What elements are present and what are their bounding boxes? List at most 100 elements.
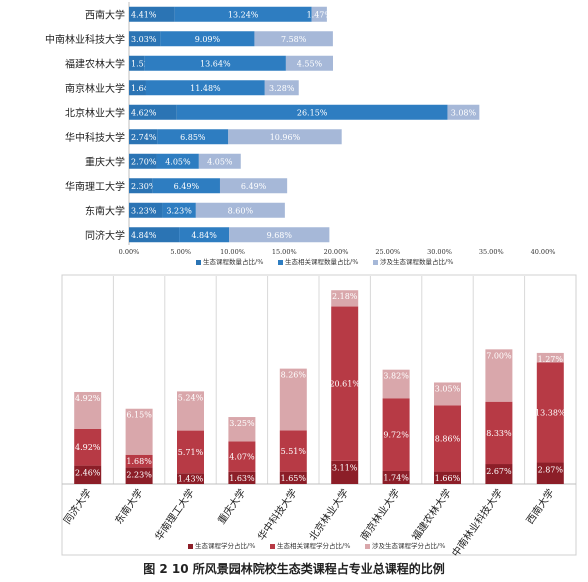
bar-segment [144,55,286,71]
bar-segment [129,31,161,47]
data-label: 2.23% [126,470,152,479]
bar-segment [536,352,564,363]
bar-segment [177,391,204,431]
legend-swatch [188,544,193,549]
legend-swatch [278,260,283,265]
bar-segment [125,467,153,484]
data-label: 9.68% [267,231,293,240]
category-label: 福建农林大学 [409,486,454,543]
bar-segment [74,465,102,484]
bar-segment [536,362,564,463]
bar-segment [228,471,256,484]
bar-segment [331,290,359,307]
category-label: 华中科技大学 [65,131,125,144]
data-label: 1.68% [126,457,152,466]
category-label: 东南大学 [112,486,146,526]
bar-segment [228,441,256,472]
bar-segment [74,391,102,429]
data-label: 1.52% [131,59,157,68]
bar-segment [382,398,410,471]
data-label: 2.70% [131,157,157,166]
data-label: 4.05% [165,157,191,166]
data-label: 3.82% [383,372,409,381]
bar-segment [229,227,330,243]
data-label: 4.05% [207,157,233,166]
bar-segment [129,178,153,194]
category-label: 同济大学 [61,486,95,526]
legend-swatch [270,544,275,549]
data-label: 6.85% [180,133,206,142]
data-label: 4.41% [131,10,157,19]
bar-segment [162,202,196,218]
data-label: 5.51% [281,447,307,456]
bar-segment [485,464,513,484]
data-label: 8.33% [486,429,512,438]
data-label: 3.25% [229,419,255,428]
bar-segment [129,202,163,218]
data-label: 1.66% [435,474,461,483]
data-label: 2.18% [332,292,358,301]
bar-segment [145,80,265,96]
bar-segment [279,471,307,484]
data-label: 11.48% [190,84,221,93]
bar-segment [198,153,241,169]
data-label: 2.67% [486,467,512,476]
data-label: 26.15% [297,108,328,117]
data-label: 7.58% [281,35,307,44]
category-label: 福建农林大学 [65,57,125,70]
data-label: 8.26% [281,371,307,380]
course-count-chart: 西南大学 4.41% 13.24% 1.47% 中南林业科技大学 3.03% 9.09% 7.… [45,2,555,266]
x-tick-label: 0.00% [119,248,140,256]
bar-segment [264,80,299,96]
bar-segment [129,80,146,96]
bar-segment [279,368,307,431]
data-label: 4.92% [75,394,101,403]
category-label: 华南理工大学 [65,180,125,193]
legend-swatch [365,544,370,549]
bar-segment [228,129,342,145]
bar-segment [279,430,307,472]
bar-segment [157,129,229,145]
data-label: 20.61% [329,380,360,389]
category-label: 北京林业大学 [65,106,125,119]
bar-segment [382,369,410,399]
data-label: 8.86% [435,434,461,443]
bar-segment [152,178,220,194]
x-tick-label: 30.00% [427,248,452,256]
bar-segment [129,104,177,120]
bar-segment [160,31,255,47]
data-label: 8.60% [228,206,254,215]
data-label: 10.96% [270,133,301,142]
bar-segment [174,6,312,22]
data-label: 13.24% [228,10,259,19]
bar-segment [485,349,513,402]
category-label: 南京林业大学 [65,82,125,95]
category-label: 中南林业科技大学 [45,33,125,46]
data-label: 3.03% [131,35,157,44]
data-label: 1.74% [383,473,409,482]
data-label: 3.23% [166,206,192,215]
legend-label: 涉及生态课程数量占比/% [380,257,453,266]
data-label: 4.84% [191,231,217,240]
category-label: 华中科技大学 [255,486,300,543]
data-label: 6.49% [174,182,200,191]
bar-segment [125,408,153,455]
legend-label: 生态课程数量占比/% [203,257,263,266]
legend-label: 生态相关课程数量占比/% [285,257,358,266]
bar-segment [285,55,333,71]
category-label: 中南林业科技大学 [449,486,506,559]
category-label: 西南大学 [85,8,125,21]
data-label: 5.24% [178,393,204,402]
bar-segment [177,430,204,474]
data-label: 3.23% [131,206,157,215]
data-label: 3.08% [451,108,477,117]
legend-swatch [373,260,378,265]
bar-segment [129,227,180,243]
category-label: 重庆大学 [215,486,249,526]
data-label: 4.55% [297,59,323,68]
figure-caption: 图 2 10 所风景园林院校生态类课程占专业总课程的比例 [143,562,445,576]
data-label: 4.92% [75,443,101,452]
data-label: 1.65% [281,474,307,483]
bar-segment [74,428,102,466]
x-tick-label: 15.00% [272,248,297,256]
